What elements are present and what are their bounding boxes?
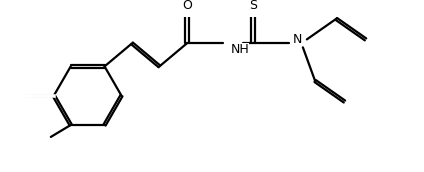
Text: N: N (293, 33, 302, 46)
Text: NH: NH (231, 43, 249, 56)
Text: S: S (249, 0, 257, 12)
Text: O: O (182, 0, 192, 12)
